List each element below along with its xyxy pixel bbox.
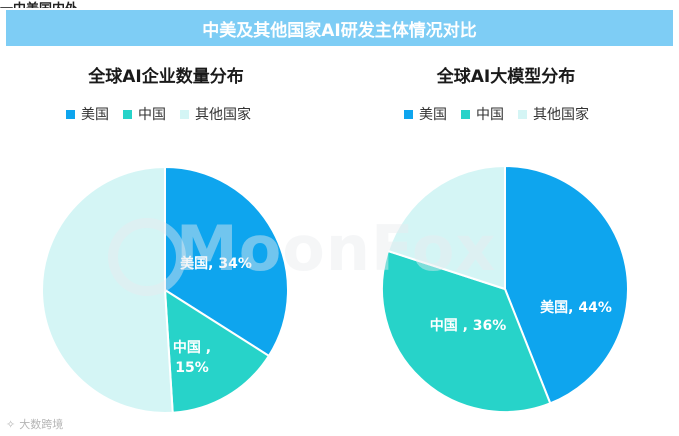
chart1-legend-other: 其他国家 <box>180 104 251 124</box>
chart2-legend-us: 美国 <box>404 104 447 124</box>
footer-logo: ✧ 大数跨境 <box>6 416 63 432</box>
swatch-other <box>518 109 527 119</box>
chart2-legend-other: 其他国家 <box>518 104 589 124</box>
legend-label: 美国 <box>81 107 109 123</box>
swatch-china <box>123 109 132 119</box>
pie1-label-line2: 15% <box>175 360 209 376</box>
page-title-banner: 中美及其他国家AI研发主体情况对比 <box>6 10 673 46</box>
chart2-legend: 美国 中国 其他国家 <box>404 104 589 124</box>
chart1-title: 全球AI企业数量分布 <box>88 67 244 87</box>
chart2-title: 全球AI大模型分布 <box>436 67 576 87</box>
pie1-label-us: 美国, 34% <box>180 255 252 272</box>
chart2-legend-china: 中国 <box>461 104 504 124</box>
legend-label: 其他国家 <box>195 107 251 123</box>
pie1-label-line1: 中国 , <box>173 339 211 356</box>
watermark: MoonFox <box>176 212 497 285</box>
chart1-legend: 美国 中国 其他国家 <box>66 104 251 124</box>
footer-logo-text: 大数跨境 <box>19 418 64 431</box>
swatch-china <box>461 109 470 119</box>
pie2-label-china: 中国 , 36% <box>430 317 507 334</box>
chart1-legend-us: 美国 <box>66 104 109 124</box>
legend-label: 中国 <box>138 107 166 123</box>
swatch-us <box>66 109 75 119</box>
legend-label: 中国 <box>476 107 504 123</box>
pie2-label-us: 美国, 44% <box>540 299 612 316</box>
cropped-heading: 一中美国内外 <box>0 0 78 8</box>
swatch-other <box>180 109 189 119</box>
chart1-legend-china: 中国 <box>123 104 166 124</box>
legend-label: 美国 <box>419 107 447 123</box>
pie2-slice-other <box>386 164 506 291</box>
watermark-logo-icon <box>108 218 186 296</box>
pie2-slice-china <box>381 249 552 413</box>
pie2-slice-us <box>504 164 630 405</box>
legend-label: 其他国家 <box>533 107 589 123</box>
pie-chart-ai-models: 美国, 44% 中国 , 36% <box>381 164 630 413</box>
pie1-slice-china <box>163 288 271 414</box>
brand-logo-icon: ✧ <box>6 417 16 431</box>
swatch-us <box>404 109 413 119</box>
